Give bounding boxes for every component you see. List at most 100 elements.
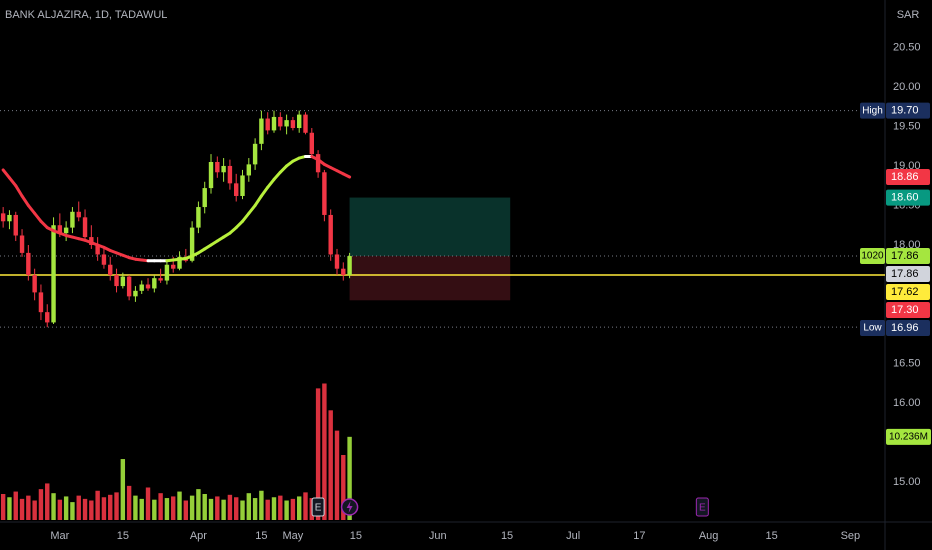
x-tick-label: Sep (841, 530, 861, 542)
volume-bar (227, 494, 233, 520)
volume-bar (221, 499, 226, 520)
volume-bar (284, 500, 289, 520)
volume-bar (334, 430, 340, 520)
price-tag-title-box (860, 320, 885, 337)
candle-body (139, 284, 144, 291)
y-tick-label: 19.00 (893, 160, 921, 172)
price-tag-label: 18.60 (891, 191, 919, 203)
moving-average (247, 203, 257, 215)
volume-bar (208, 498, 214, 520)
volume-bar (347, 436, 352, 520)
volume-bar (315, 388, 321, 520)
candle-body (177, 256, 182, 269)
moving-average (7, 176, 18, 188)
volume-bar (189, 495, 195, 520)
price-tag (886, 302, 930, 319)
moving-average (266, 177, 276, 189)
price-tag-label: 17.62 (891, 286, 919, 298)
price-tag-label: 17.86 (891, 250, 919, 262)
candle-body (309, 132, 315, 155)
volume-bar (234, 497, 239, 520)
price-tag (886, 169, 930, 186)
candle-body (227, 165, 233, 184)
candle-body (51, 225, 56, 323)
volume-bar (177, 491, 182, 520)
price-tag (886, 284, 930, 301)
volume-bar (152, 499, 157, 520)
candle-body (120, 276, 126, 287)
volume-bar (0, 494, 6, 520)
event-marker (311, 497, 325, 517)
volume-tag (886, 428, 931, 445)
y-tick-label: 16.50 (893, 357, 921, 369)
candle-body (7, 214, 12, 222)
candle-body (271, 116, 277, 131)
candle-body (246, 164, 252, 176)
candle-body (252, 143, 258, 165)
volume-bar (183, 500, 189, 520)
candle-body (0, 213, 6, 222)
volume-bar (202, 494, 207, 520)
candle-body (145, 284, 151, 289)
volume-bar (296, 496, 302, 520)
price-tag-title: Low (863, 323, 882, 334)
price-tag (886, 248, 930, 265)
candle-body (126, 276, 132, 297)
volume-bar (70, 502, 75, 520)
volume-bar (19, 498, 25, 520)
price-tag-label: 18.86 (891, 171, 919, 183)
candle-body (108, 264, 113, 276)
candle-body (189, 227, 195, 261)
volume-bar (252, 498, 258, 520)
y-tick-label: 18.00 (893, 239, 921, 251)
currency: SAR (897, 9, 920, 21)
volume-bar (120, 459, 126, 520)
volume-bar (271, 497, 277, 520)
candle-body (133, 290, 138, 297)
moving-average (1, 168, 11, 180)
price-tag-title: 1020 (861, 251, 884, 262)
moving-average (272, 170, 282, 181)
volume-bar (290, 498, 296, 520)
volume-bar (108, 494, 113, 520)
candle-body (303, 114, 308, 133)
volume-bar (45, 483, 50, 520)
volume-bar (13, 491, 18, 520)
profit-zone (349, 197, 511, 257)
price-tag-title-box (860, 248, 885, 265)
y-tick-label: 16.00 (893, 397, 921, 409)
candle-body (13, 214, 18, 236)
volume-bar (26, 495, 31, 520)
price-tag-title-box (860, 102, 885, 119)
candle-body (341, 268, 346, 276)
volume-bar (158, 493, 163, 520)
x-tick-label: 15 (255, 530, 267, 542)
volume-bar (57, 499, 63, 520)
price-tag-label: 19.70 (891, 105, 919, 117)
candle-body (284, 120, 289, 127)
volume-bar (328, 410, 333, 520)
volume-bar (265, 499, 270, 520)
event-marker (695, 497, 709, 517)
candle-body (208, 162, 214, 189)
candle-body (347, 256, 352, 276)
price-tag-label: 17.30 (891, 304, 919, 316)
volume-bar (215, 496, 220, 520)
price-tag (886, 189, 930, 206)
volume-bar (114, 492, 119, 520)
volume-bar (164, 498, 170, 520)
moving-average (14, 184, 24, 198)
volume-bar (126, 485, 132, 520)
candle-body (164, 264, 170, 281)
volume-bar (38, 489, 44, 520)
volume-bar (303, 492, 308, 520)
candle-body (240, 175, 245, 196)
y-tick-label: 20.00 (893, 81, 921, 93)
price-tag-label: 16.96 (891, 322, 919, 334)
event-label: E (315, 503, 322, 514)
candle-body (32, 275, 37, 293)
candle-body (296, 114, 302, 129)
y-tick-label: 15.00 (893, 476, 921, 488)
volume-bar (341, 455, 346, 520)
